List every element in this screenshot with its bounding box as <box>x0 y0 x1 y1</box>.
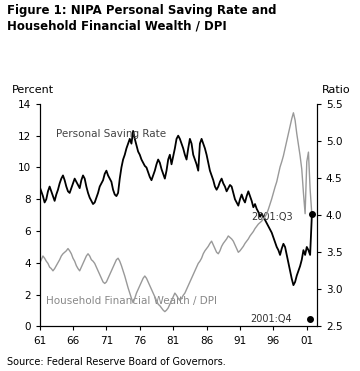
Text: Figure 1: NIPA Personal Saving Rate and
Household Financial Wealth / DPI: Figure 1: NIPA Personal Saving Rate and … <box>7 4 277 33</box>
Text: 2001:Q4: 2001:Q4 <box>250 313 291 324</box>
Text: 2001:Q3: 2001:Q3 <box>252 212 293 222</box>
Text: Percent: Percent <box>12 85 54 95</box>
Text: Personal Saving Rate: Personal Saving Rate <box>56 129 166 139</box>
Text: Ratio: Ratio <box>321 85 350 95</box>
Text: Household Financial Wealth / DPI: Household Financial Wealth / DPI <box>46 296 217 306</box>
Text: Source: Federal Reserve Board of Governors.: Source: Federal Reserve Board of Governo… <box>7 357 226 367</box>
